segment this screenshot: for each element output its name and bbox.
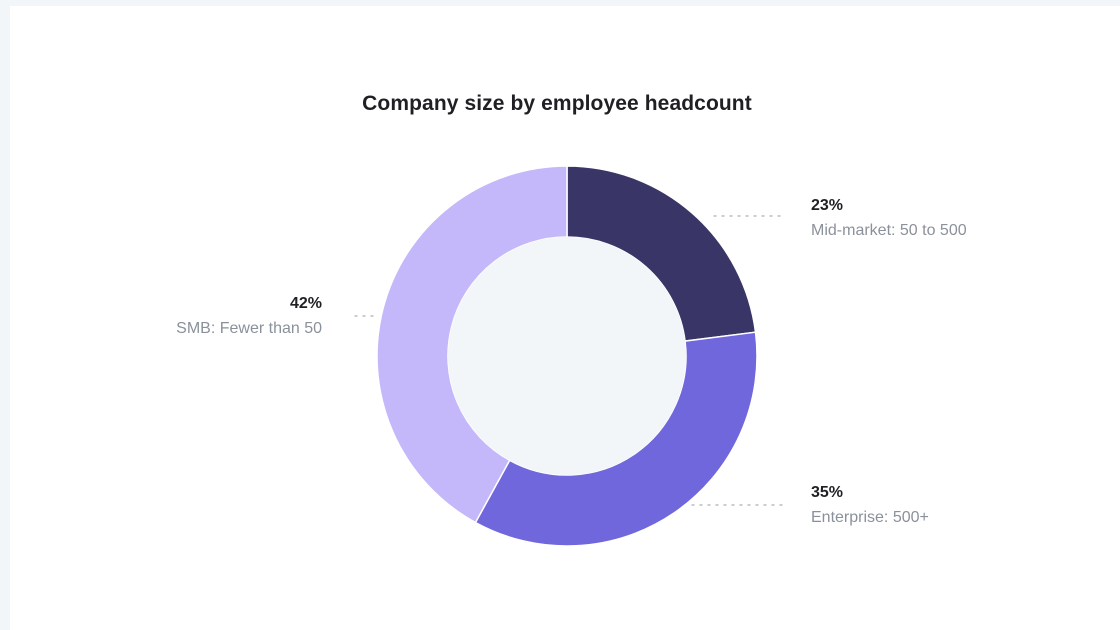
slice-label-smb: 42% SMB: Fewer than 50 — [176, 296, 322, 337]
donut-slice-enterprise — [474, 331, 758, 547]
slice-name: SMB: Fewer than 50 — [176, 320, 322, 337]
leader-lines — [354, 215, 785, 506]
slice-label-enterprise: 35% Enterprise: 500+ — [811, 485, 929, 526]
slice-percent: 42% — [289, 295, 322, 312]
slice-percent: 23% — [811, 197, 844, 214]
slice-label-mid-market: 23% Mid-market: 50 to 500 — [811, 198, 967, 239]
slice-percent: 35% — [811, 484, 844, 501]
slice-name: Mid-market: 50 to 500 — [811, 222, 967, 239]
slice-name: Enterprise: 500+ — [811, 509, 929, 526]
donut-hole — [448, 237, 686, 475]
chart-title: Company size by employee headcount — [362, 92, 752, 115]
